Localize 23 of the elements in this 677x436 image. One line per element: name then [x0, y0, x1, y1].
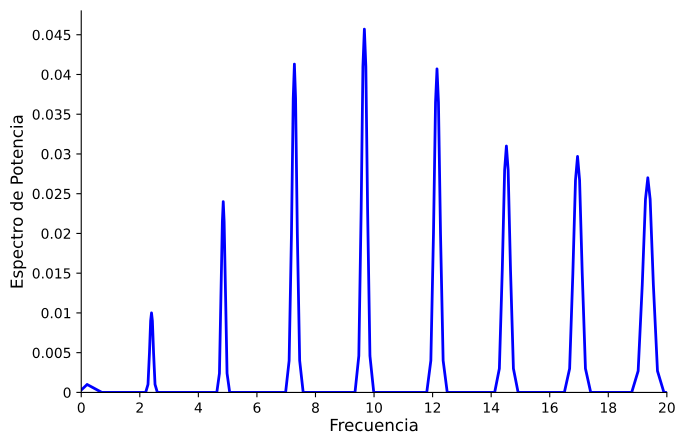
x-tick-label: 14 [484, 402, 500, 413]
x-tick-label: 6 [253, 402, 260, 413]
y-tick-label: 0.03 [42, 148, 70, 160]
y-tick-label: 0.01 [42, 308, 70, 318]
x-axis-title: Frecuencia [330, 418, 418, 432]
x-tick-label: 0 [78, 402, 85, 413]
x-tick-label: 8 [312, 402, 319, 413]
x-tick-label: 16 [542, 402, 558, 413]
x-tick-label: 18 [600, 402, 616, 413]
x-tick-label: 4 [194, 402, 202, 413]
y-tick-label: 0.02 [42, 228, 70, 239]
y-axis-title: Espectro de Potencia [10, 116, 26, 288]
y-tick-label: 0 [64, 387, 71, 398]
y-tick-label: 0.045 [32, 30, 70, 40]
y-tick-label: 0.025 [32, 188, 70, 200]
y-tick-label: 0.015 [32, 268, 70, 279]
y-tick-label: 0.005 [32, 348, 70, 358]
x-tick-label: 20 [659, 402, 675, 413]
x-tick-label: 12 [425, 402, 440, 413]
x-tick-label: 2 [136, 402, 143, 413]
y-tick-label: 0.035 [32, 109, 70, 120]
x-tick-label: 10 [366, 402, 382, 413]
y-tick-label: 0.04 [42, 69, 71, 80]
